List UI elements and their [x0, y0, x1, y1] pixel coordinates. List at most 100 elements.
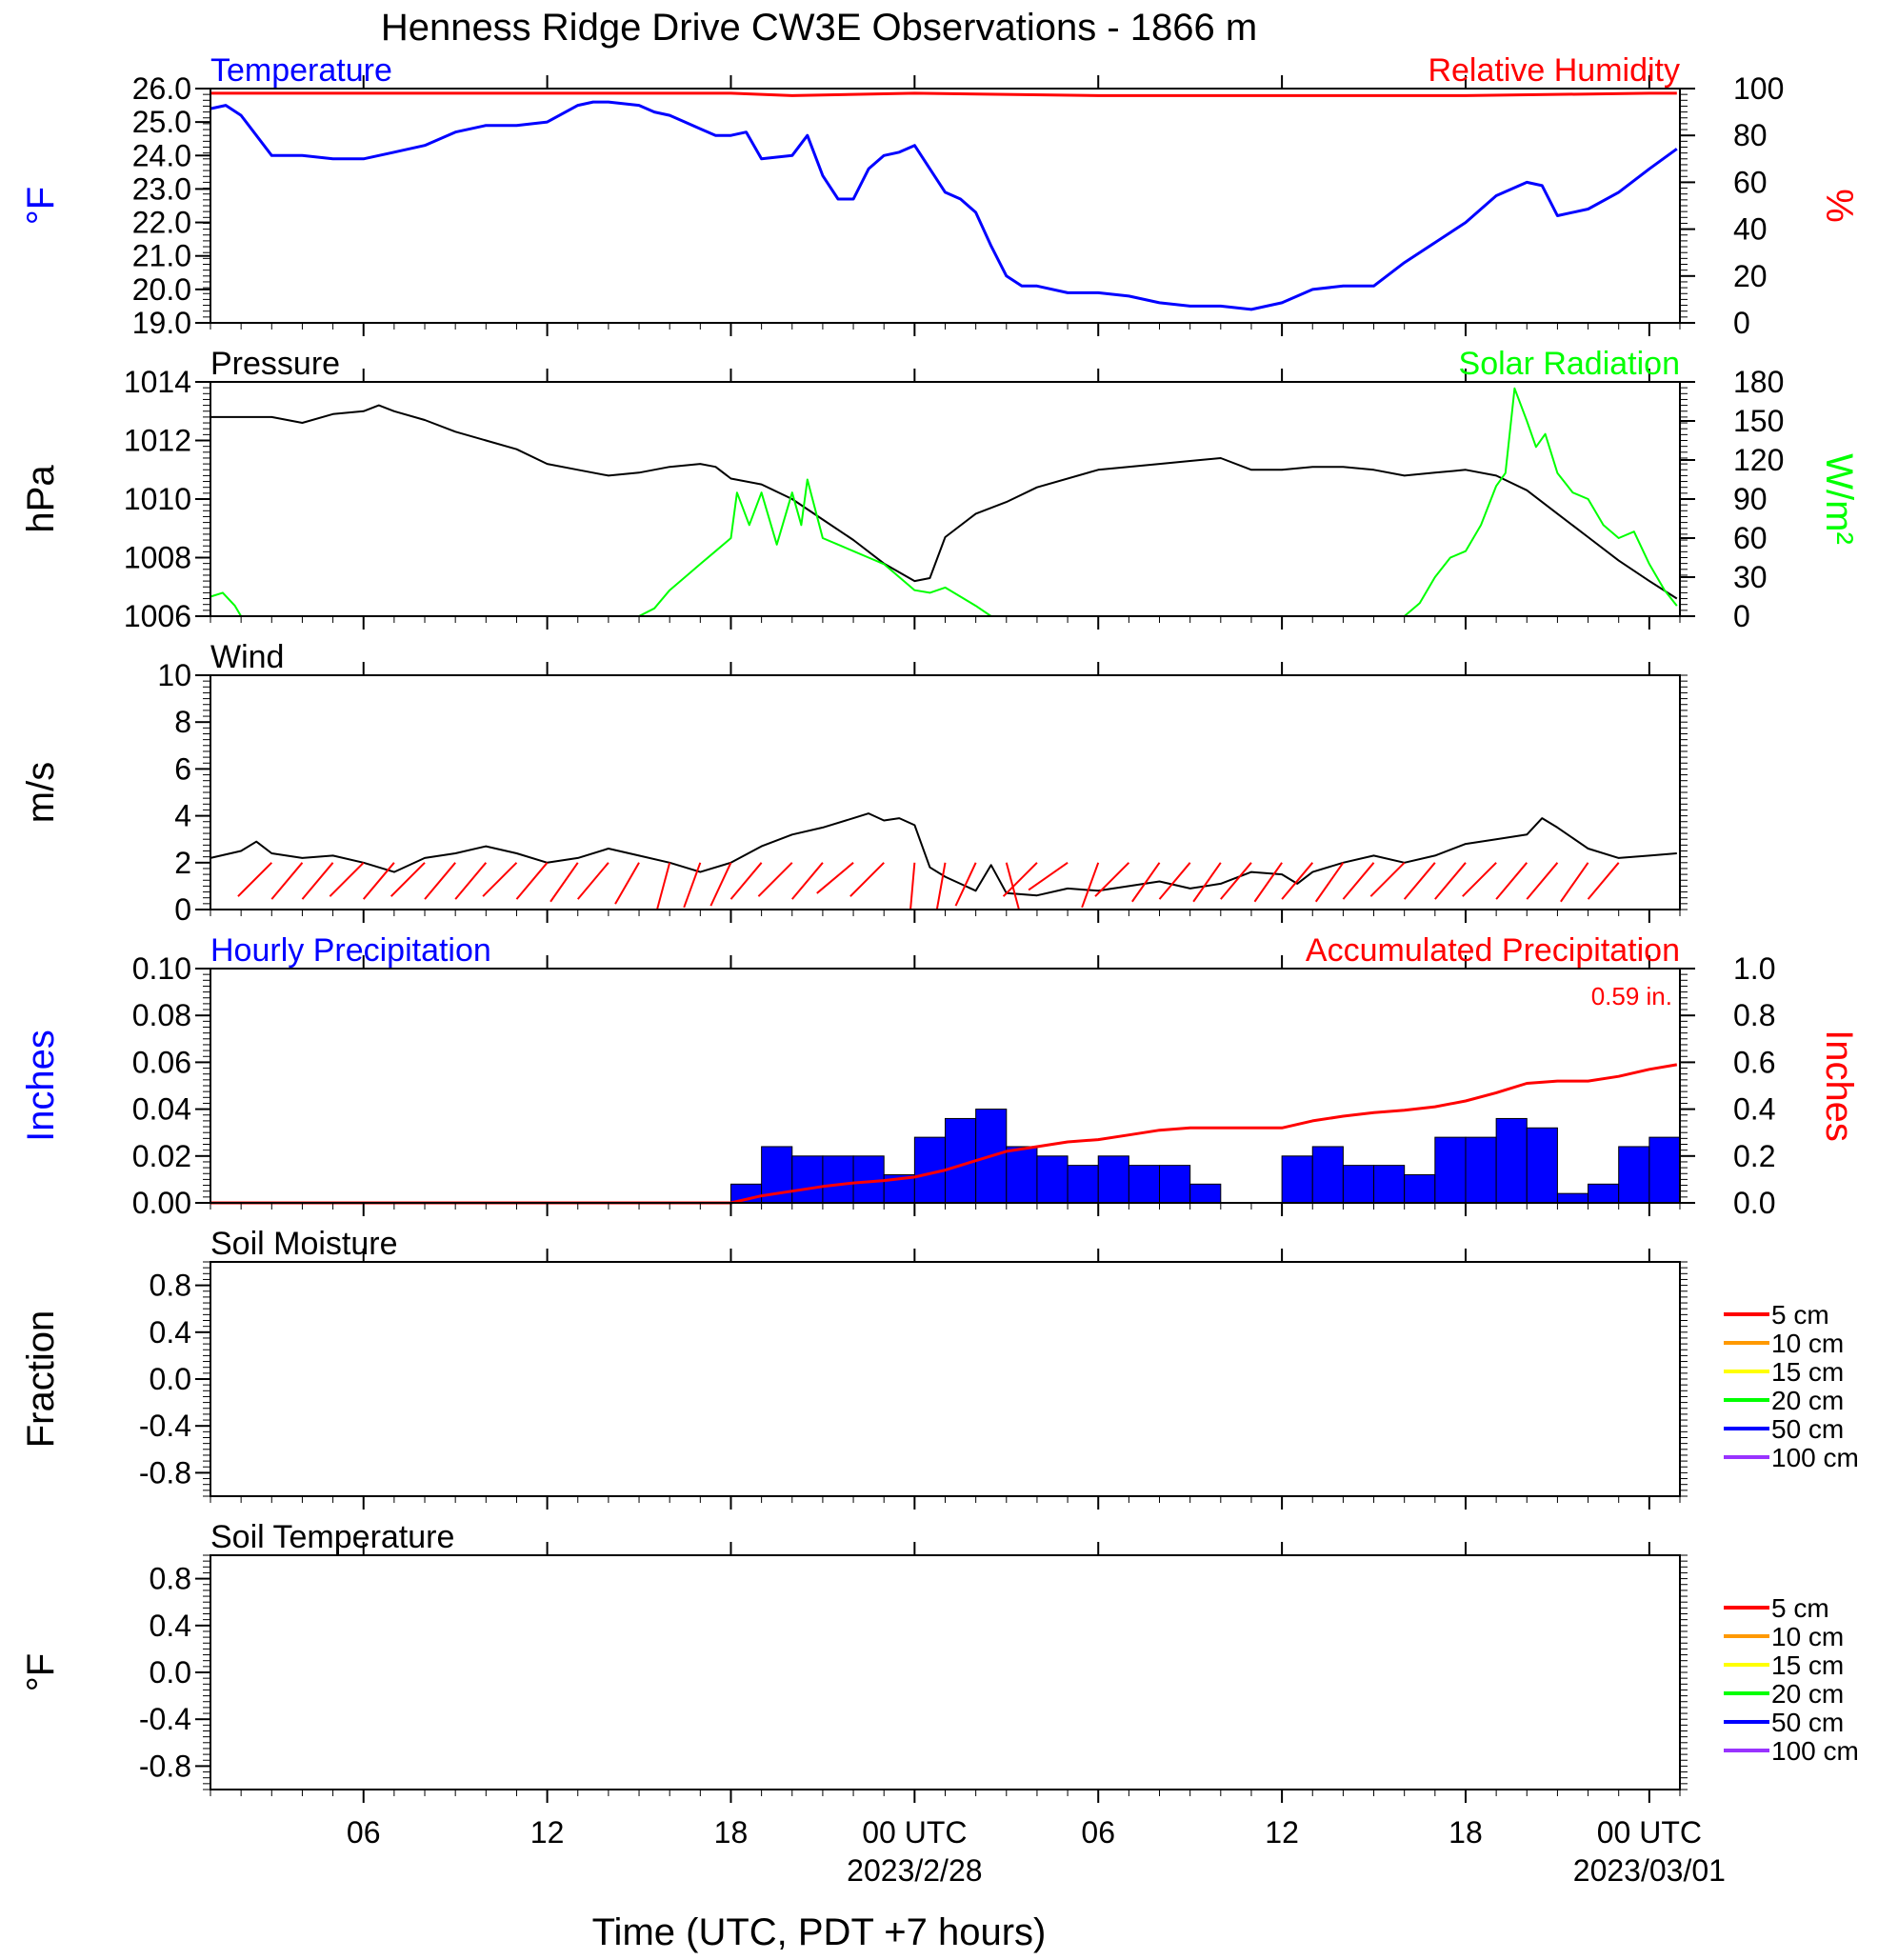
precip-bar [1618, 1146, 1650, 1204]
panel-title-left: Wind [210, 639, 284, 675]
y-right-tick-label: 0 [1733, 599, 1750, 633]
precip-bar [1311, 1146, 1344, 1204]
y-tick-label: 24.0 [132, 138, 191, 172]
solar-radiation-line [210, 387, 1678, 617]
wind-barb [1220, 862, 1252, 900]
wind-barb [424, 862, 456, 900]
y-tick-label: 0.08 [132, 998, 191, 1032]
wind-barb [270, 862, 304, 900]
y-right-tick-label: 60 [1733, 521, 1768, 555]
x-tick-label: 06 [347, 1815, 381, 1850]
y-axis-label-left: Inches [20, 1030, 62, 1142]
precip-bar [1159, 1165, 1191, 1204]
y-tick-label: -0.8 [139, 1455, 191, 1490]
y-tick-label: 0.02 [132, 1139, 191, 1173]
x-tick-label: 00 UTC [862, 1815, 967, 1850]
wind-barb [1094, 862, 1130, 897]
precip-bar [945, 1117, 977, 1204]
y-tick-label: 1008 [124, 541, 191, 575]
accumulated-precipitation-line [210, 1063, 1678, 1205]
precip-bar [1189, 1183, 1222, 1204]
y-right-tick-label: 20 [1733, 259, 1768, 293]
precip-bar [1006, 1146, 1038, 1204]
wind-barb [301, 862, 334, 900]
y-tick-label: 20.0 [132, 272, 191, 307]
y-right-tick-label: 40 [1733, 212, 1768, 247]
y-tick-label: -0.4 [139, 1409, 191, 1443]
legend-label: 20 cm [1771, 1386, 1844, 1415]
y-tick-label: 1006 [124, 599, 191, 633]
x-date-label: 2023/2/28 [847, 1853, 982, 1888]
wind-barb [454, 862, 488, 900]
wind-barb [1281, 862, 1314, 900]
y-axis-label-right: Inches [1818, 1030, 1860, 1142]
x-tick-label: 06 [1081, 1815, 1115, 1850]
x-date-label: 2023/03/01 [1573, 1853, 1726, 1888]
y-tick-label: 10 [157, 658, 191, 692]
y-right-tick-label: 0.4 [1733, 1092, 1775, 1127]
y-tick-label: 21.0 [132, 239, 191, 273]
precip-bar [1281, 1155, 1313, 1204]
y-tick-label: 1012 [124, 424, 191, 458]
wind-speed-line [210, 812, 1677, 897]
y-tick-label: 0.4 [150, 1315, 191, 1350]
wind-barb [1403, 862, 1436, 900]
y-axis-label-right: W/m² [1818, 453, 1860, 545]
wind-barb [1369, 862, 1406, 897]
y-tick-label: 0.06 [132, 1045, 191, 1079]
precip-bar [1342, 1165, 1375, 1204]
y-axis-label-left: °F [20, 187, 62, 225]
y-right-tick-label: 0.6 [1733, 1045, 1775, 1079]
wind-barb [329, 862, 365, 897]
precip-bar [1067, 1165, 1099, 1204]
x-tick-label: 18 [714, 1815, 749, 1850]
precip-bar [791, 1155, 824, 1204]
pressure-line [210, 404, 1678, 600]
wind-barb [1462, 862, 1497, 897]
x-tick-label: 12 [1265, 1815, 1299, 1850]
wind-barb [1342, 862, 1375, 900]
wind-barb [709, 862, 732, 907]
y-tick-label: 2 [174, 846, 191, 880]
panel-title-left: Soil Moisture [210, 1226, 398, 1262]
temperature-line [210, 100, 1678, 311]
y-right-tick-label: 0.0 [1733, 1186, 1775, 1220]
precip-bar [1526, 1127, 1558, 1204]
figure-title: Henness Ridge Drive CW3E Observations - … [381, 7, 1257, 49]
wind-barb [614, 862, 640, 905]
wind-barb [816, 862, 854, 894]
y-tick-label: 26.0 [132, 71, 191, 106]
precip-bar [1036, 1155, 1069, 1204]
legend-label: 15 cm [1771, 1650, 1844, 1680]
y-tick-label: 0.0 [150, 1655, 191, 1690]
wind-barb [1028, 861, 1069, 891]
y-tick-label: 0.4 [150, 1609, 191, 1643]
wind-barb [729, 862, 763, 900]
panel-soil_moisture: -0.8 -0.4 0.0 0.4 0.8 Soil Moisture Fraction 5 … [20, 1226, 1859, 1510]
panel-pressure_solar: 1006 1008 1010 1012 1014 0 30 60 90 120 150 180 Pres… [20, 346, 1860, 633]
y-right-tick-label: 120 [1733, 443, 1784, 477]
panel-frame [210, 88, 1681, 324]
y-right-tick-label: 180 [1733, 365, 1784, 399]
wind-barb [1526, 862, 1559, 900]
precip-bar [1495, 1117, 1528, 1204]
precip-bar [1404, 1173, 1436, 1204]
y-right-tick-label: 1.0 [1733, 951, 1775, 986]
wind-barb [1005, 862, 1020, 910]
y-tick-label: 6 [174, 751, 191, 786]
wind-barb [1587, 862, 1620, 900]
panel-title-left: Hourly Precipitation [210, 932, 491, 969]
x-tick-label: 18 [1448, 1815, 1483, 1850]
precip-bar [1373, 1165, 1406, 1204]
wind-barb [482, 862, 518, 897]
wind-barb [1131, 862, 1161, 903]
y-tick-label: 0.10 [132, 951, 191, 986]
legend-label: 5 cm [1771, 1593, 1829, 1623]
legend-label: 50 cm [1771, 1708, 1844, 1737]
y-tick-label: -0.8 [139, 1749, 191, 1783]
wind-barb [1253, 862, 1283, 903]
wind-barb [515, 862, 549, 900]
precip-bar [1588, 1183, 1620, 1204]
